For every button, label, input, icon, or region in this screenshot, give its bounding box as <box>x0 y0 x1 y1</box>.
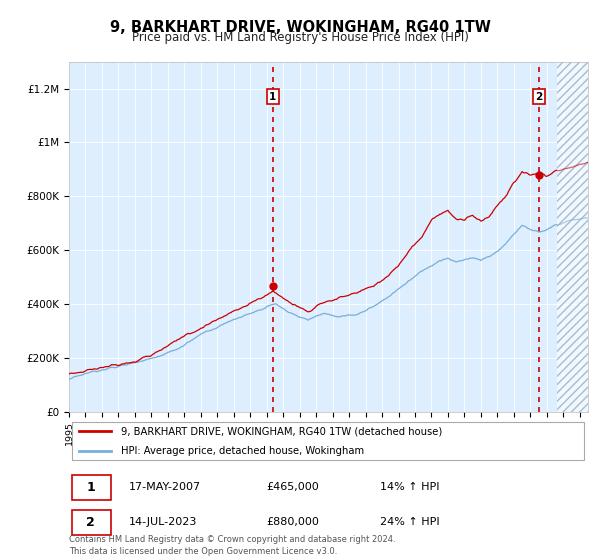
Text: 14-JUL-2023: 14-JUL-2023 <box>128 517 197 527</box>
Bar <box>557 62 588 412</box>
Text: HPI: Average price, detached house, Wokingham: HPI: Average price, detached house, Woki… <box>121 446 364 456</box>
Text: Price paid vs. HM Land Registry's House Price Index (HPI): Price paid vs. HM Land Registry's House … <box>131 31 469 44</box>
Text: 9, BARKHART DRIVE, WOKINGHAM, RG40 1TW: 9, BARKHART DRIVE, WOKINGHAM, RG40 1TW <box>110 20 490 35</box>
Text: 1: 1 <box>86 480 95 494</box>
Text: 9, BARKHART DRIVE, WOKINGHAM, RG40 1TW (detached house): 9, BARKHART DRIVE, WOKINGHAM, RG40 1TW (… <box>121 426 442 436</box>
Text: 17-MAY-2007: 17-MAY-2007 <box>128 482 201 492</box>
Text: 14% ↑ HPI: 14% ↑ HPI <box>380 482 440 492</box>
Text: £880,000: £880,000 <box>266 517 319 527</box>
FancyBboxPatch shape <box>71 475 110 500</box>
Text: £465,000: £465,000 <box>266 482 319 492</box>
Text: 2: 2 <box>86 516 95 529</box>
FancyBboxPatch shape <box>71 422 584 460</box>
Text: 2: 2 <box>536 92 543 101</box>
Text: 1: 1 <box>269 92 277 101</box>
FancyBboxPatch shape <box>71 510 110 535</box>
Text: Contains HM Land Registry data © Crown copyright and database right 2024.
This d: Contains HM Land Registry data © Crown c… <box>69 535 395 556</box>
Text: 24% ↑ HPI: 24% ↑ HPI <box>380 517 440 527</box>
Bar <box>557 62 588 412</box>
